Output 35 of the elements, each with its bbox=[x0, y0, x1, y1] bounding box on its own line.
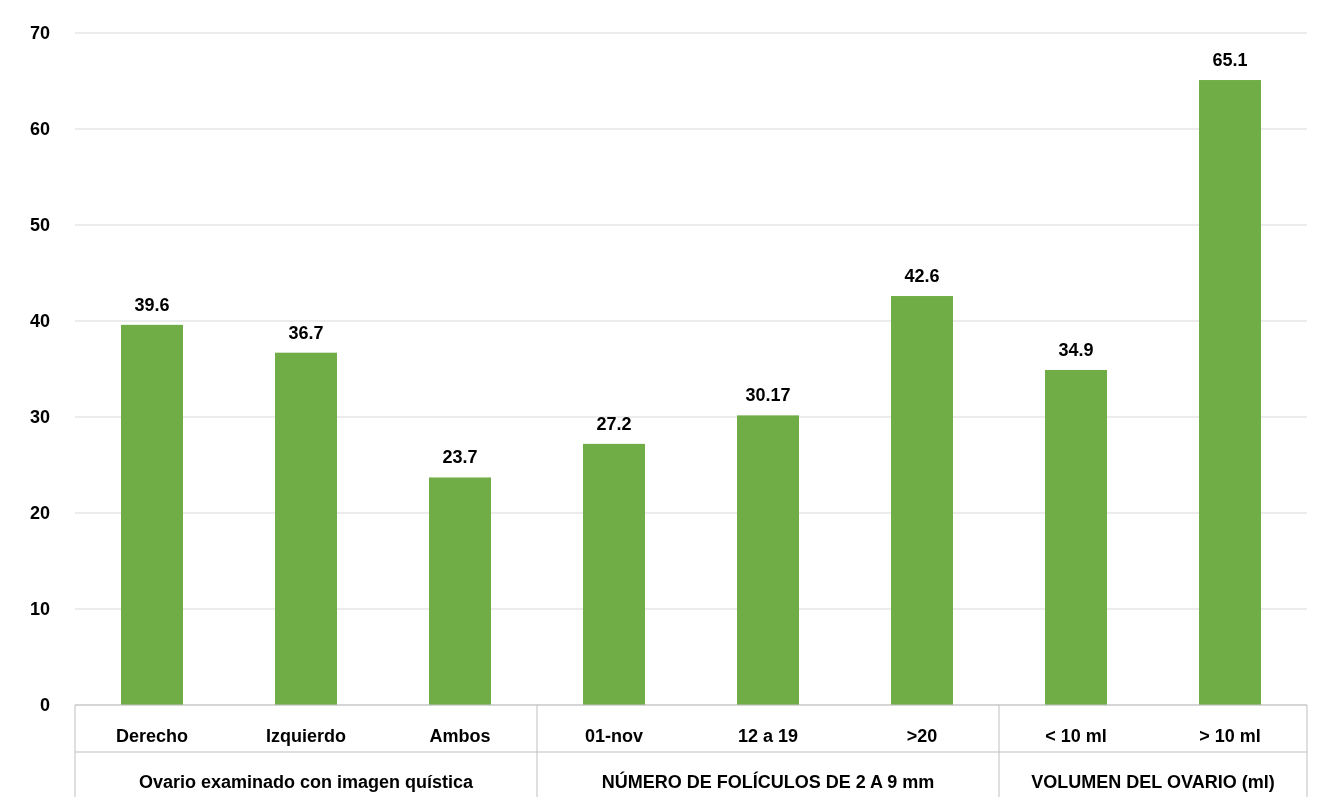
x-tick-label: > 10 ml bbox=[1199, 726, 1261, 746]
bar bbox=[583, 443, 645, 705]
bar bbox=[891, 296, 953, 705]
y-tick-label: 0 bbox=[39, 695, 50, 716]
x-tick-label: >20 bbox=[906, 726, 938, 746]
text: VOLUMEN DEL OVARIO (ml) bbox=[1031, 772, 1275, 792]
data-label: 30.17 bbox=[745, 385, 791, 406]
data-label: 34.9 bbox=[1058, 339, 1094, 360]
data-label: 65.1 bbox=[1212, 50, 1248, 71]
y-tick-label: 40 bbox=[29, 311, 50, 332]
y-tick-label: 50 bbox=[29, 215, 50, 236]
data-label: 42.6 bbox=[904, 266, 940, 287]
y-tick-label: 10 bbox=[29, 599, 50, 620]
data-label: 39.6 bbox=[134, 294, 170, 315]
data-label: 36.7 bbox=[288, 322, 324, 343]
text: Ovario examinado con imagen quística bbox=[138, 772, 475, 792]
bar bbox=[1045, 369, 1107, 705]
x-tick-label: < 10 ml bbox=[1045, 726, 1107, 746]
x-tick-label: 01-nov bbox=[584, 726, 644, 746]
data-label: 23.7 bbox=[442, 447, 478, 468]
x-tick-label: Ambos bbox=[429, 726, 491, 746]
bar bbox=[429, 477, 491, 705]
y-tick-label: 20 bbox=[29, 503, 50, 524]
x-tick-label: 12 a 19 bbox=[737, 726, 799, 746]
bar bbox=[275, 352, 337, 705]
bar bbox=[737, 415, 799, 705]
data-label: 27.2 bbox=[596, 413, 632, 434]
x-tick-label: Derecho bbox=[115, 726, 189, 746]
y-tick-label: 60 bbox=[29, 119, 50, 140]
y-tick-label: 70 bbox=[29, 23, 50, 44]
x-tick-label: Izquierdo bbox=[266, 726, 346, 746]
y-tick-label: 30 bbox=[29, 407, 50, 428]
text: NÚMERO DE FOLÍCULOS DE 2 A 9 mm bbox=[601, 771, 935, 792]
bar bbox=[1199, 80, 1261, 705]
bar bbox=[121, 324, 183, 705]
